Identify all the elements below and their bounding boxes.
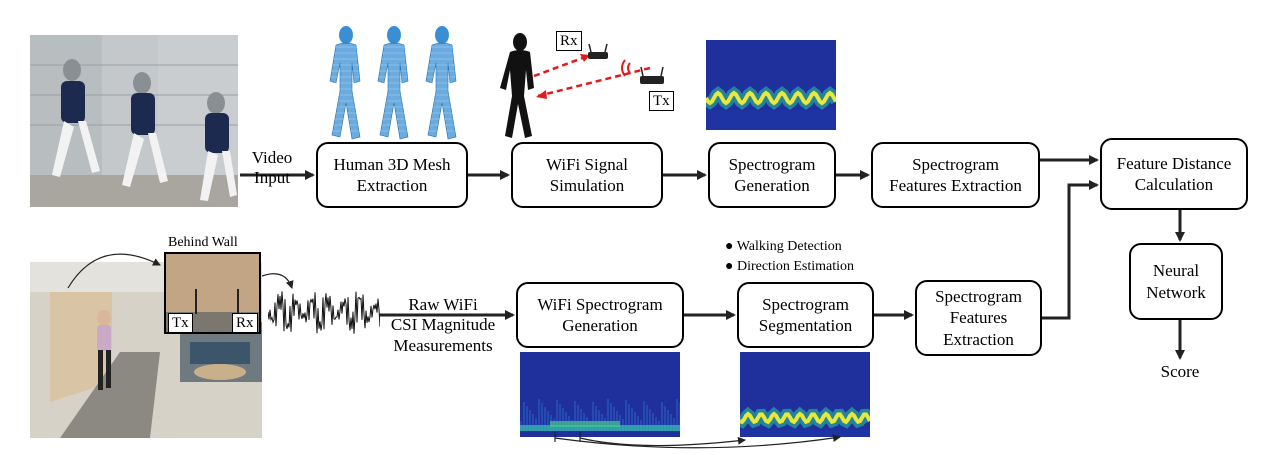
- rx-label-bottom: Rx: [232, 313, 258, 333]
- human-3d-mesh-figures: [322, 25, 472, 143]
- spectrogram-features-top-box: Spectrogram Features Extraction: [871, 142, 1040, 208]
- mesh-figure: [329, 26, 361, 140]
- mesh-extraction-box: Human 3D Mesh Extraction: [316, 142, 468, 208]
- wifi-simulation-scene: [490, 30, 685, 142]
- spectrogram-generation-box: Spectrogram Generation: [708, 142, 836, 208]
- simulated-spectrogram: [706, 40, 836, 130]
- neural-network-box: Neural Network: [1129, 243, 1223, 320]
- mesh-figure: [377, 26, 409, 140]
- raw-wifi-input-label: Raw WiFi CSI Magnitude Measurements: [390, 295, 496, 355]
- mesh-figure: [425, 26, 457, 140]
- rx-label-top: Rx: [556, 31, 582, 51]
- tx-label-bottom: Tx: [168, 313, 193, 333]
- raw-wifi-spectrogram: [520, 352, 680, 437]
- spectrogram-features-bottom-box: Spectrogram Features Extraction: [915, 280, 1042, 356]
- video-input-label: Video Input: [251, 148, 293, 188]
- bullet-item: ● Walking Detection: [725, 239, 842, 254]
- bullet-item: ● Direction Estimation: [725, 259, 854, 274]
- tx-label-top: Tx: [649, 91, 674, 111]
- wifi-spectrogram-generation-box: WiFi Spectrogram Generation: [516, 282, 684, 348]
- video-frames: [30, 35, 238, 207]
- score-output-label: Score: [1160, 362, 1200, 381]
- wifi-signal-simulation-box: WiFi Signal Simulation: [511, 142, 663, 208]
- behind-wall-label: Behind Wall: [168, 235, 238, 250]
- feature-distance-box: Feature Distance Calculation: [1100, 138, 1248, 210]
- raw-csi-waveform: [268, 282, 380, 342]
- segmented-spectrogram: [740, 352, 870, 437]
- segmentation-tasks-list: ● Walking Detection ● Direction Estimati…: [725, 237, 854, 277]
- spectrogram-segmentation-box: Spectrogram Segmentation: [737, 282, 874, 348]
